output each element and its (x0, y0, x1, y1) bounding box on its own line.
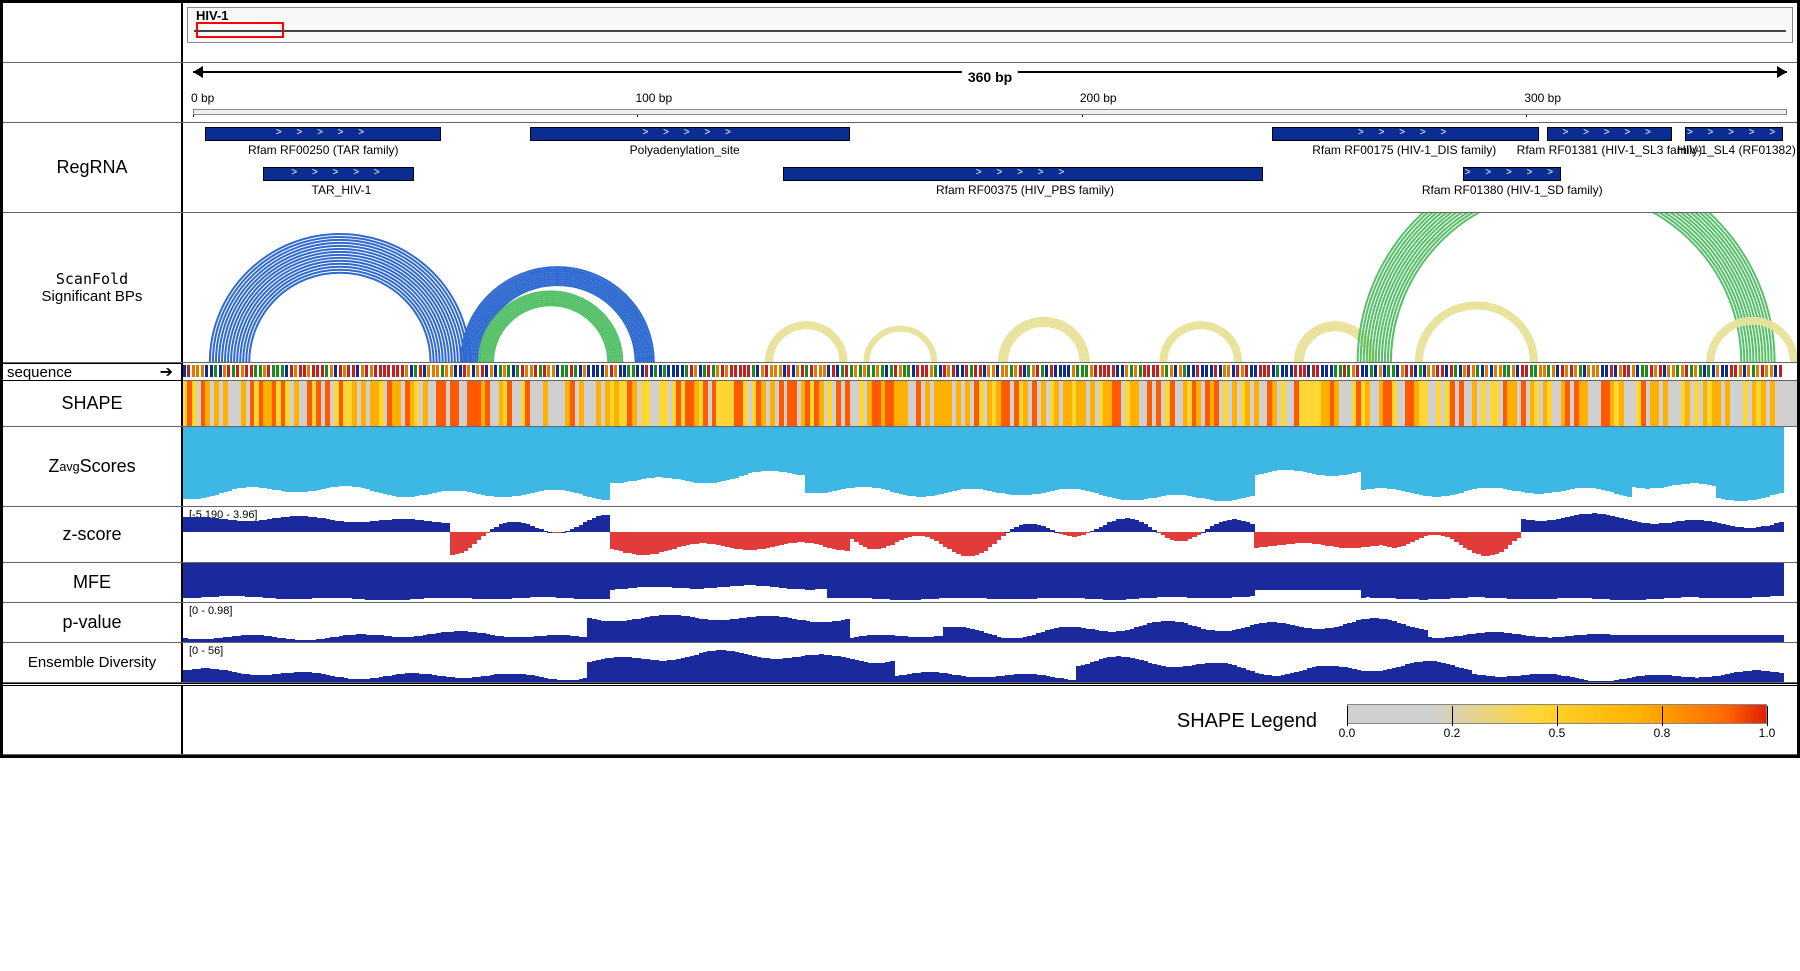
zscore-content[interactable]: [-5.190 - 3.96] (183, 507, 1797, 562)
annotation-label: HIV-1_SL4 (RF01382) (1677, 143, 1796, 157)
annotation-bar[interactable]: > > > > > (205, 127, 441, 141)
pval-content[interactable]: [0 - 0.98] (183, 603, 1797, 642)
arcs-content[interactable] (183, 213, 1797, 362)
pval-section: p-value [0 - 0.98] (3, 603, 1797, 643)
regrna-content[interactable]: > > > > > Rfam RF00250 (TAR family) > > > … (183, 123, 1797, 212)
ens-range: [0 - 56] (187, 645, 225, 657)
ruler-content[interactable]: 360 bp 0 bp100 bp200 bp300 bp (183, 63, 1797, 122)
annotation-bar[interactable]: > > > > > (1685, 127, 1783, 141)
ruler-label-col (3, 63, 183, 122)
arc[interactable] (1388, 213, 1744, 362)
legend-title: SHAPE Legend (1177, 710, 1317, 733)
overview-label (3, 3, 183, 62)
genome-browser: HIV-1 360 bp 0 bp100 bp200 bp300 bp RegR… (0, 0, 1800, 758)
ruler-span: 360 bp (962, 69, 1018, 85)
mfe-content[interactable]: [-53.500 - 0.00] (183, 563, 1797, 602)
ens-label: Ensemble Diversity (3, 643, 183, 682)
annotation-bar[interactable]: > > > > > (783, 167, 1263, 181)
arc[interactable] (1162, 324, 1239, 362)
scanfold-label: ScanFoldSignificant BPs (3, 213, 183, 362)
sequence-label: sequence ➔ (3, 363, 183, 381)
overview-section: HIV-1 (3, 3, 1797, 63)
annotation-label: Rfam RF01381 (HIV-1_SL3 family) (1517, 143, 1702, 157)
zavg-content[interactable]: [-3.750 - -0.02] (183, 427, 1797, 506)
mfe-section: MFE [-53.500 - 0.00] (3, 563, 1797, 603)
arc[interactable] (866, 329, 934, 362)
viewport-indicator[interactable] (196, 22, 284, 38)
sequence-ticks (183, 363, 1797, 379)
sequence-header: sequence ➔ (3, 363, 1797, 381)
ruler-section: 360 bp 0 bp100 bp200 bp300 bp (3, 63, 1797, 123)
annotation-label: TAR_HIV-1 (312, 183, 372, 197)
overview-content[interactable]: HIV-1 (183, 3, 1797, 62)
arc[interactable] (1416, 302, 1537, 362)
arc[interactable] (1420, 306, 1533, 362)
shape-section: SHAPE (3, 381, 1797, 427)
annotation-bar[interactable]: > > > > > (1547, 127, 1671, 141)
shape-label: SHAPE (3, 381, 183, 426)
arrow-icon: ➔ (160, 362, 173, 382)
ens-content[interactable]: [0 - 56] (183, 643, 1797, 682)
annotation-label: Rfam RF00175 (HIV-1_DIS family) (1312, 143, 1496, 157)
ens-section: Ensemble Diversity [0 - 56] (3, 643, 1797, 683)
arc[interactable] (1385, 213, 1747, 362)
annotation-label: Rfam RF00375 (HIV_PBS family) (936, 183, 1114, 197)
arc[interactable] (768, 324, 845, 362)
annotation-bar[interactable]: > > > > > (263, 167, 414, 181)
shape-content[interactable] (183, 381, 1797, 426)
mfe-label: MFE (3, 563, 183, 602)
arc[interactable] (237, 261, 443, 362)
zavg-label: Zavg Scores (3, 427, 183, 506)
genome-name: HIV-1 (188, 8, 1792, 23)
regrna-label: RegRNA (3, 123, 183, 212)
zscore-label: z-score (3, 507, 183, 562)
annotation-label: Rfam RF01380 (HIV-1_SD family) (1422, 183, 1603, 197)
arc[interactable] (1418, 304, 1535, 362)
annotation-bar[interactable]: > > > > > (1463, 167, 1561, 181)
pval-range: [0 - 0.98] (187, 605, 234, 617)
regrna-section: RegRNA > > > > > Rfam RF00250 (TAR family… (3, 123, 1797, 213)
annotation-bar[interactable]: > > > > > (530, 127, 850, 141)
annotation-bar[interactable]: > > > > > (1272, 127, 1539, 141)
legend-content: SHAPE Legend 0.00.20.50.81.0 (183, 686, 1797, 754)
annotation-label: Rfam RF00250 (TAR family) (248, 143, 398, 157)
legend-section: SHAPE Legend 0.00.20.50.81.0 (3, 683, 1797, 755)
legend-label-col (3, 686, 183, 754)
annotation-label: Polyadenylation_site (630, 143, 740, 157)
scanfold-section: ScanFoldSignificant BPs (3, 213, 1797, 363)
zavg-section: Zavg Scores [-3.750 - -0.02] (3, 427, 1797, 507)
pval-label: p-value (3, 603, 183, 642)
zscore-section: z-score [-5.190 - 3.96] (3, 507, 1797, 563)
arc[interactable] (864, 327, 936, 362)
